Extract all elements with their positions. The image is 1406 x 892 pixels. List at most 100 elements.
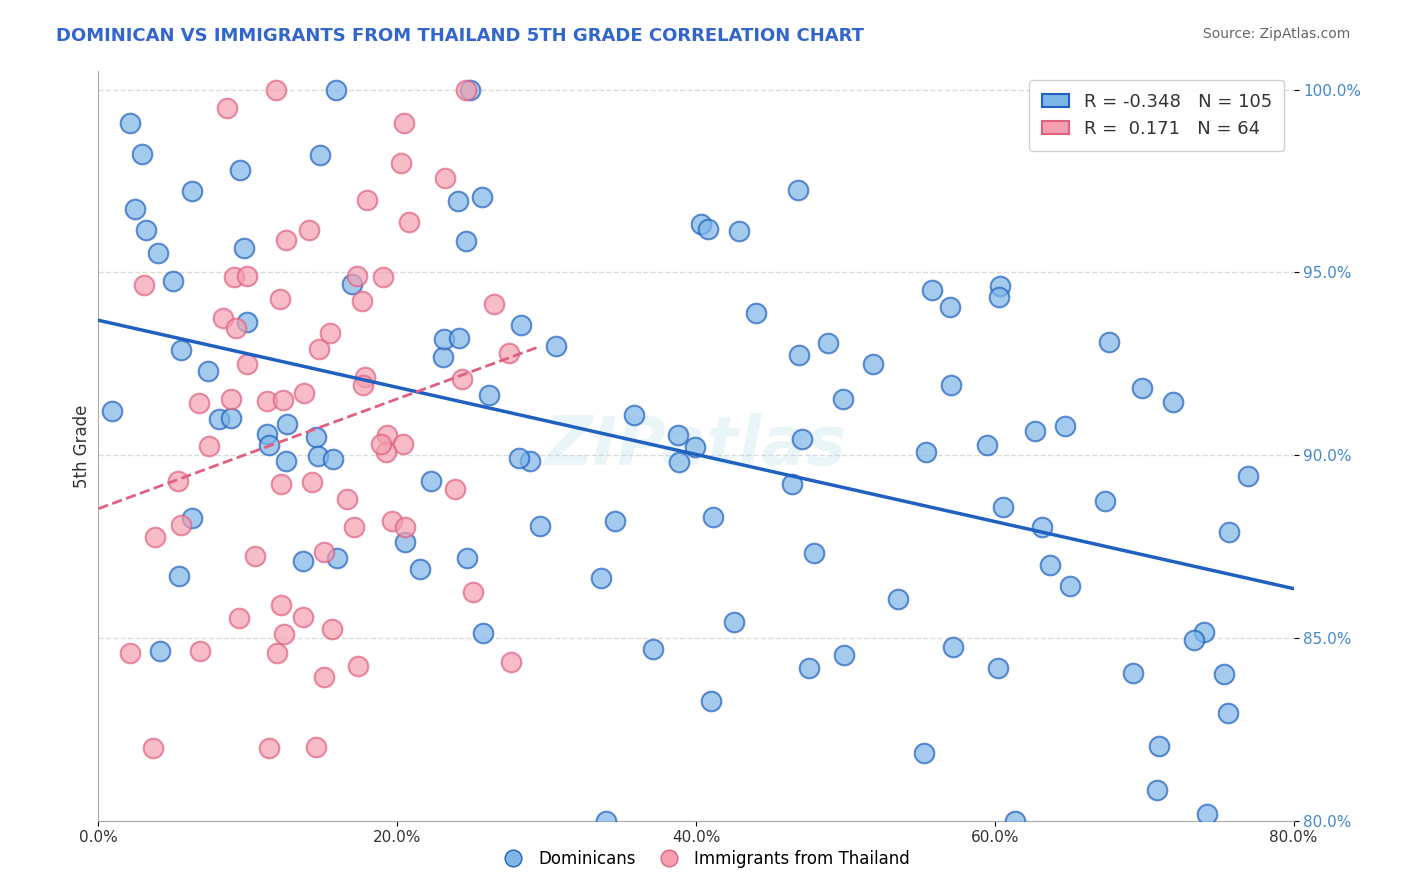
Point: [623, 408, 645, 422]
Point: [1237, 468, 1260, 483]
Point: [799, 661, 821, 675]
Point: [326, 551, 349, 566]
Text: ZIPatlas: ZIPatlas: [546, 413, 846, 479]
Point: [219, 392, 242, 407]
Point: [1031, 520, 1053, 534]
Y-axis label: 5th Grade: 5th Grade: [73, 404, 91, 488]
Point: [1004, 814, 1026, 828]
Point: [478, 388, 501, 402]
Point: [744, 306, 766, 320]
Point: [309, 148, 332, 162]
Point: [298, 223, 321, 237]
Point: [170, 343, 193, 358]
Point: [276, 417, 298, 431]
Legend: Dominicans, Immigrants from Thailand: Dominicans, Immigrants from Thailand: [489, 844, 917, 875]
Point: [346, 659, 368, 673]
Point: [1147, 739, 1170, 754]
Point: [939, 300, 962, 314]
Point: [1195, 807, 1218, 822]
Point: [301, 475, 323, 489]
Point: [471, 190, 494, 204]
Point: [641, 642, 664, 657]
Point: [208, 412, 231, 426]
Point: [236, 315, 259, 329]
Point: [1039, 558, 1062, 572]
Point: [988, 279, 1011, 293]
Legend: R = -0.348   N = 105, R =  0.171   N = 64: R = -0.348 N = 105, R = 0.171 N = 64: [1029, 80, 1285, 151]
Point: [1182, 633, 1205, 648]
Point: [276, 453, 298, 467]
Point: [118, 116, 141, 130]
Point: [461, 585, 484, 599]
Point: [188, 643, 211, 657]
Text: Source: ZipAtlas.com: Source: ZipAtlas.com: [1202, 27, 1350, 41]
Point: [942, 640, 965, 654]
Point: [270, 598, 292, 612]
Point: [509, 318, 531, 333]
Point: [987, 661, 1010, 675]
Point: [266, 646, 288, 660]
Point: [1054, 418, 1077, 433]
Point: [939, 378, 962, 392]
Point: [727, 224, 749, 238]
Point: [700, 694, 723, 708]
Point: [589, 571, 612, 585]
Point: [391, 436, 413, 450]
Point: [169, 569, 191, 583]
Point: [993, 500, 1015, 515]
Point: [321, 622, 343, 636]
Point: [434, 171, 457, 186]
Point: [702, 509, 724, 524]
Point: [292, 610, 315, 624]
Point: [723, 615, 745, 630]
Point: [270, 476, 292, 491]
Point: [256, 394, 278, 409]
Point: [1194, 625, 1216, 640]
Point: [292, 554, 315, 568]
Point: [976, 438, 998, 452]
Point: [447, 330, 470, 344]
Point: [259, 740, 281, 755]
Point: [508, 451, 530, 466]
Point: [887, 592, 910, 607]
Point: [314, 545, 336, 559]
Point: [356, 193, 378, 207]
Point: [142, 740, 165, 755]
Point: [101, 404, 124, 418]
Point: [458, 82, 481, 96]
Point: [433, 332, 456, 346]
Point: [343, 519, 366, 533]
Point: [498, 346, 520, 360]
Point: [595, 814, 617, 828]
Point: [832, 648, 855, 662]
Point: [921, 283, 943, 297]
Point: [697, 221, 720, 235]
Point: [666, 428, 689, 442]
Point: [787, 183, 810, 197]
Point: [120, 646, 142, 660]
Point: [371, 270, 394, 285]
Point: [1098, 334, 1121, 349]
Point: [482, 296, 505, 310]
Point: [444, 482, 467, 496]
Point: [1161, 395, 1184, 409]
Point: [354, 370, 377, 384]
Point: [336, 492, 359, 507]
Point: [181, 184, 204, 198]
Point: [831, 392, 853, 406]
Point: [456, 551, 478, 566]
Point: [132, 277, 155, 292]
Point: [1130, 381, 1153, 395]
Point: [228, 611, 250, 625]
Point: [529, 519, 551, 533]
Point: [454, 82, 477, 96]
Point: [803, 546, 825, 560]
Point: [375, 428, 398, 442]
Point: [683, 440, 706, 454]
Point: [131, 146, 153, 161]
Point: [394, 535, 416, 549]
Point: [149, 643, 172, 657]
Point: [340, 277, 363, 292]
Point: [304, 740, 326, 755]
Point: [273, 627, 295, 641]
